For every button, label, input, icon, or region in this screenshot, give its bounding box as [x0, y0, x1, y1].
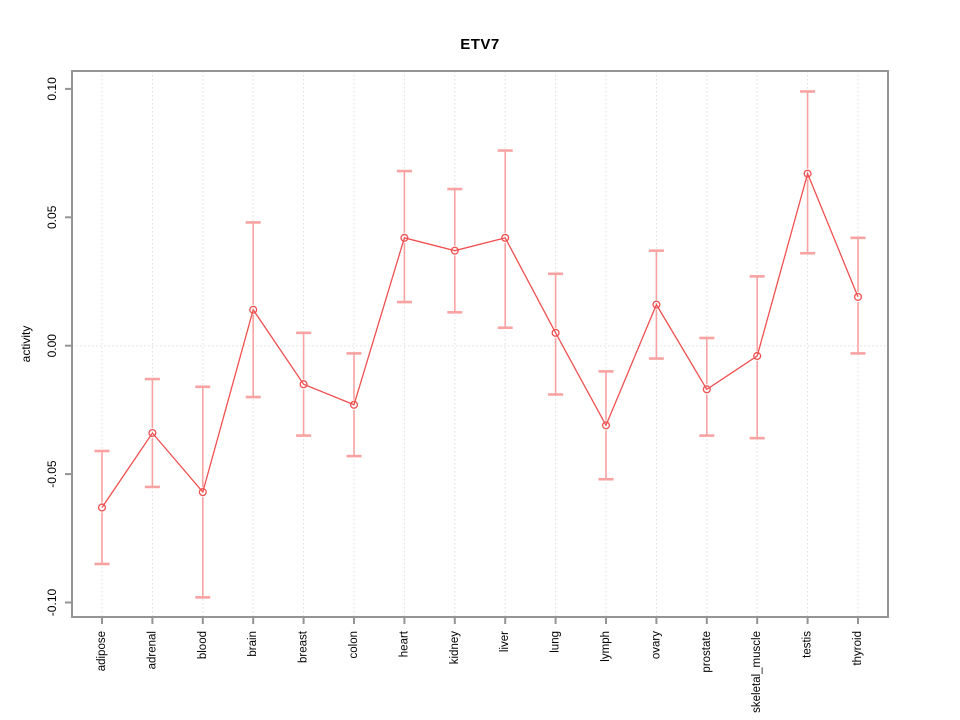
data-point-marker [349, 400, 359, 409]
x-tick-label: brain [247, 631, 259, 657]
data-point-marker [97, 503, 107, 512]
x-tick-label: testis [802, 631, 814, 658]
y-tick-label: 0.10 [45, 77, 59, 101]
data-point-marker [601, 421, 611, 430]
plot-border [71, 70, 889, 618]
x-tick-label: ovary [650, 631, 662, 659]
data-point-marker [702, 385, 711, 394]
x-tick-label: skeletal_muscle [751, 631, 763, 713]
x-tick-label: liver [499, 631, 511, 652]
x-tick-label: blood [197, 631, 209, 659]
x-tick-label: breast [298, 630, 310, 663]
y-tick-label: -0.05 [45, 460, 59, 488]
data-point-marker [249, 305, 258, 314]
data-point-marker [551, 328, 560, 337]
data-point-marker [450, 246, 459, 255]
data-point-marker [501, 233, 510, 242]
x-tick-label: colon [348, 631, 360, 659]
y-tick-label: 0.00 [45, 334, 59, 358]
data-line [101, 171, 859, 508]
x-tick-label: lymph [600, 631, 612, 662]
y-tick-label: 0.05 [45, 205, 59, 229]
chart-title: ETV7 [460, 36, 500, 53]
data-point-marker [400, 233, 409, 242]
x-tick-label: kidney [449, 631, 461, 664]
data-point-marker [803, 169, 812, 178]
x-tick-label: adipose [96, 631, 108, 671]
y-axis-label: activity [19, 325, 33, 363]
data-point-marker [299, 380, 308, 389]
data-point-marker [198, 488, 207, 497]
y-tick-label: -0.10 [45, 589, 59, 617]
x-tick-label: lung [550, 631, 562, 653]
data-point-marker [753, 351, 762, 361]
x-tick-label: prostate [701, 631, 713, 673]
data-point-marker [652, 300, 661, 309]
data-point-marker [148, 428, 157, 438]
x-tick-label: adrenal [146, 631, 158, 669]
x-tick-label: heart [398, 630, 410, 657]
x-tick-label: thyroid [852, 631, 864, 666]
data-point-marker [853, 292, 863, 301]
